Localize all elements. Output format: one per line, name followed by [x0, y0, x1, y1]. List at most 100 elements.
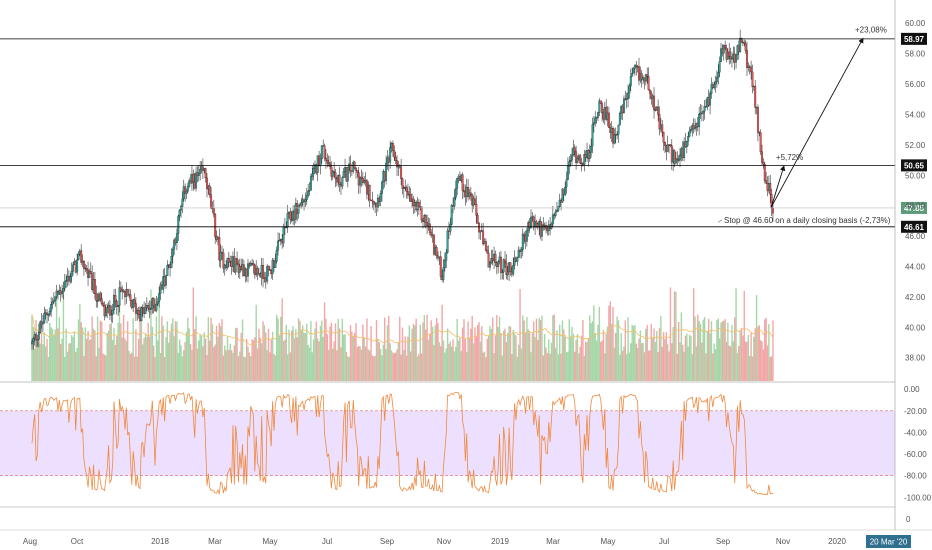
candle-body [355, 167, 357, 171]
candle-body [114, 295, 117, 302]
candle-body [439, 256, 442, 277]
volume-bar [698, 321, 700, 381]
volume-bar [46, 338, 48, 381]
candle-body [432, 234, 435, 255]
volume-bar [88, 340, 91, 381]
volume-bar [248, 352, 251, 381]
volume-bar [234, 328, 237, 381]
volume-bar [586, 342, 588, 381]
volume-bar [72, 336, 74, 381]
candle-body [635, 64, 638, 67]
volume-bar [386, 325, 389, 381]
target-label: +23,08% [855, 25, 887, 34]
candle-body [407, 191, 409, 196]
candle-body [714, 81, 717, 85]
candle-body [219, 251, 222, 261]
candle-body [772, 207, 774, 214]
volume-bar [639, 330, 642, 381]
volume-bar [625, 354, 628, 381]
volume-bar [457, 340, 460, 381]
volume-bar [336, 350, 338, 381]
candle-body [309, 176, 312, 191]
volume-bar [690, 336, 692, 381]
volume-bar [701, 342, 703, 381]
candle-body [41, 322, 44, 325]
volume-bar [168, 342, 170, 381]
volume-bar [136, 356, 138, 381]
volume-bar [598, 306, 601, 381]
volume-bar [591, 321, 594, 381]
volume-bar [147, 322, 149, 381]
candle-body [718, 61, 721, 73]
target-arrows[interactable]: +23,08% +5,72% [717, 25, 887, 223]
volume-moving-average [31, 314, 774, 346]
volume-bar [280, 316, 282, 381]
candle-body [166, 265, 169, 276]
volume-bar [635, 343, 637, 381]
volume-bar [209, 340, 211, 381]
volume-bar [649, 350, 651, 381]
volume-bar [624, 320, 627, 381]
volume-bar [524, 332, 527, 381]
candle-body [133, 299, 136, 304]
horizontal-levels[interactable]: 58.97 50.65 46.61 47.85 [0, 32, 927, 233]
volume-bar [754, 328, 756, 381]
volume-bar [221, 319, 223, 381]
price-tick-label: 50.00 [905, 171, 926, 180]
volume-bar [327, 349, 330, 381]
volume-bar [438, 342, 441, 381]
volume-bar [183, 350, 185, 381]
volume-bar [155, 316, 158, 381]
candle-body [324, 157, 327, 161]
candle-body [102, 303, 105, 306]
candle-body [598, 100, 601, 113]
candle-body [551, 214, 554, 225]
volume-bar [61, 338, 63, 381]
candle-body [334, 172, 337, 179]
volume-bar [99, 320, 102, 381]
candle-body [676, 158, 679, 160]
volume-bar [148, 336, 151, 381]
volume-bar [426, 314, 428, 381]
volume-bar [759, 340, 762, 381]
volume-bar [612, 306, 614, 381]
candle-body [51, 301, 54, 305]
volume-bar [587, 338, 590, 381]
candle-body [100, 298, 103, 304]
volume-bar [389, 343, 391, 381]
volume-bar [181, 356, 184, 381]
candle-body [756, 107, 759, 133]
volume-bar [606, 326, 609, 381]
time-axis[interactable]: Aug Oct 2018 Mar May Jul Sep Nov 2019 Mar May Jul Se… [0, 529, 932, 548]
volume-bar [464, 339, 467, 381]
volume-bar [359, 346, 361, 381]
candle-body [625, 98, 628, 100]
time-tick-label: Oct [71, 537, 84, 546]
price-axis[interactable]: 60.00 58.00 56.00 54.00 52.00 50.00 48.00 46.00… [894, 0, 932, 530]
candle-body [308, 190, 311, 192]
volume-bar [743, 291, 745, 381]
volume-bar [169, 332, 171, 381]
volume-bar [50, 327, 52, 381]
candle-body [521, 233, 524, 250]
volume-bar [203, 332, 205, 381]
candle-body [687, 136, 690, 142]
volume-bar [665, 332, 668, 381]
volume-bar [580, 335, 583, 381]
volume-bar [55, 294, 58, 381]
volume-bar [733, 317, 736, 381]
volume-bar [408, 325, 411, 381]
candle-body [173, 239, 176, 250]
candle-body [478, 223, 480, 233]
volume-bar [470, 328, 472, 381]
candle-body [575, 151, 578, 163]
candle-body [140, 307, 143, 321]
volume-bar [758, 325, 760, 381]
candle-body [156, 301, 159, 305]
candle-body [674, 158, 677, 164]
volume-bar [347, 356, 349, 381]
volume-bar [96, 316, 99, 381]
volume-bar [642, 342, 644, 381]
volume-bar [34, 349, 36, 381]
